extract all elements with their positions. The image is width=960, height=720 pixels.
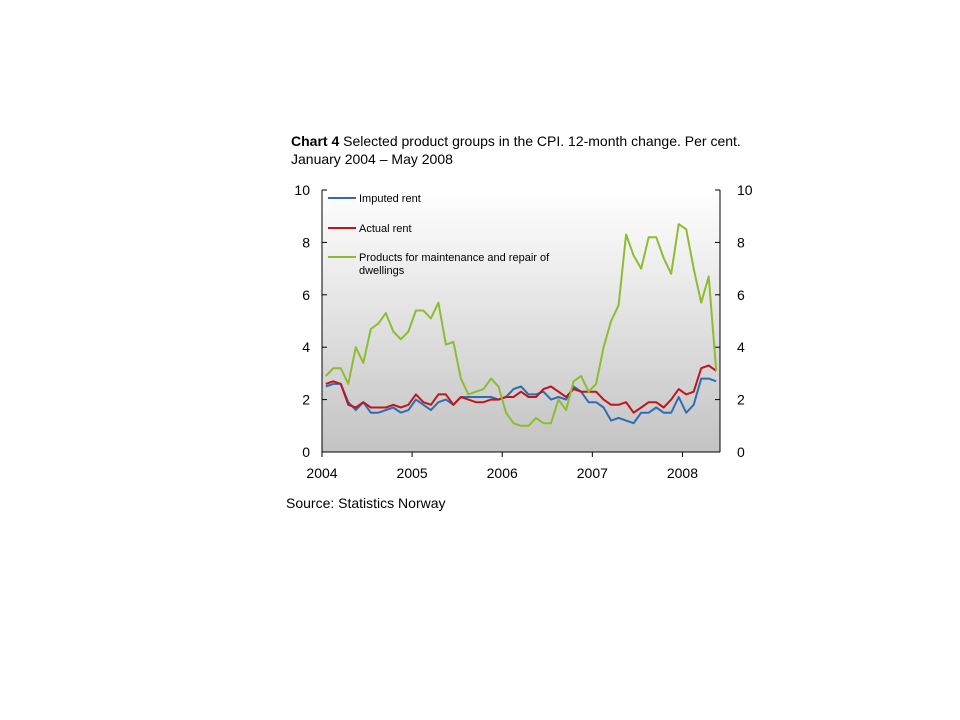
y-tick-label-left: 10 bbox=[294, 182, 310, 198]
y-tick-label-right: 2 bbox=[737, 392, 745, 408]
source-note: Source: Statistics Norway bbox=[286, 495, 446, 511]
y-tick-label-left: 8 bbox=[302, 234, 310, 250]
x-tick-label: 2005 bbox=[397, 465, 428, 481]
y-tick-label-left: 4 bbox=[302, 339, 310, 355]
legend: Imputed rent Actual rent Products for main… bbox=[328, 193, 550, 277]
y-tick-label-left: 6 bbox=[302, 287, 310, 303]
y-tick-label-right: 10 bbox=[737, 182, 753, 198]
y-tick-label-right: 0 bbox=[737, 444, 745, 460]
legend-label-3: Products for maintenance and repair of bbox=[359, 252, 550, 264]
x-tick-label: 2008 bbox=[667, 465, 698, 481]
series-line-2 bbox=[325, 364, 717, 414]
y-tick-label-right: 6 bbox=[737, 287, 745, 303]
series-line-3 bbox=[325, 223, 718, 427]
chart-title: Chart 4 Selected product groups in the C… bbox=[291, 132, 761, 168]
y-tick-label-left: 2 bbox=[302, 392, 310, 408]
legend-label-2: Actual rent bbox=[359, 223, 412, 235]
y-tick-label-right: 8 bbox=[737, 234, 745, 250]
x-tick-label: 2004 bbox=[306, 465, 337, 481]
y-tick-label-right: 4 bbox=[737, 339, 745, 355]
x-tick-label: 2006 bbox=[487, 465, 518, 481]
y-tick-label-left: 0 bbox=[302, 444, 310, 460]
x-tick-label: 2007 bbox=[577, 465, 608, 481]
chart-title-text: Selected product groups in the CPI. 12-m… bbox=[291, 133, 741, 167]
legend-label-3: dwellings bbox=[359, 265, 405, 277]
legend-label-1: Imputed rent bbox=[359, 193, 421, 205]
series-line-1 bbox=[325, 377, 717, 425]
chart-title-lead: Chart 4 bbox=[291, 133, 340, 149]
